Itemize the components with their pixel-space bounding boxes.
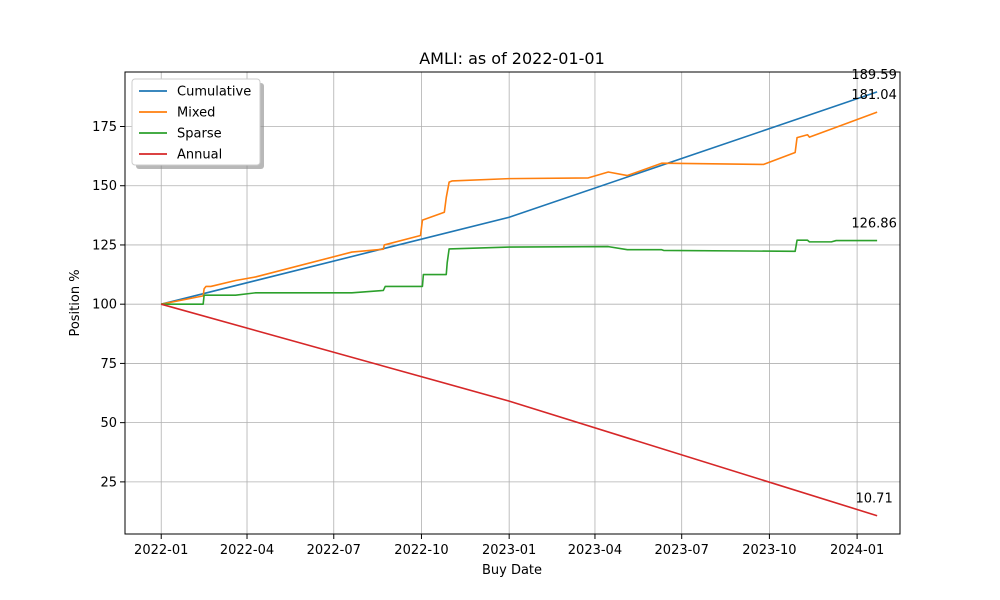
x-tick-label: 2023-10: [742, 543, 796, 558]
y-axis-label: Position %: [68, 269, 83, 336]
series-line-annual: [161, 303, 878, 517]
y-tick-label: 125: [92, 238, 117, 253]
y-tick-label: 175: [92, 120, 117, 135]
legend-items: Cumulative Mixed Sparse Annual: [139, 85, 251, 163]
x-axis-label: Buy Date: [482, 563, 542, 578]
value-annotation: 10.71: [856, 492, 893, 507]
x-tick-label: 2023-07: [655, 543, 709, 558]
y-tick-label: 150: [92, 179, 117, 194]
series-line-cumulative: [161, 91, 878, 305]
x-tick-label: 2023-04: [568, 543, 622, 558]
x-tick-label: 2022-10: [394, 543, 448, 558]
series-layer: [161, 91, 878, 517]
x-tick-label: 2023-01: [482, 543, 536, 558]
x-tick-label: 2024-01: [830, 543, 884, 558]
x-tick-label: 2022-04: [220, 543, 274, 558]
plot-frame: [124, 71, 901, 535]
legend-label-mixed: Mixed: [177, 106, 215, 121]
x-tick-label: 2022-07: [307, 543, 361, 558]
y-tick-label: 25: [100, 475, 117, 490]
tick-layer: 2022-01 2022-04 2022-07 2022-10 2023-01 2023-…: [92, 120, 884, 558]
legend-label-sparse: Sparse: [177, 127, 222, 142]
chart-title: AMLI: as of 2022-01-01: [419, 49, 605, 68]
y-tick-label: 100: [92, 298, 117, 313]
x-tick-label: 2022-01: [134, 543, 188, 558]
y-tick-label: 75: [100, 357, 117, 372]
series-line-sparse: [161, 239, 878, 305]
annotation-layer: 189.59 181.04 126.86 10.71: [851, 68, 897, 507]
value-annotation: 189.59: [851, 68, 897, 83]
legend: Cumulative Mixed Sparse Annual: [131, 78, 264, 169]
legend-box: [131, 78, 261, 166]
value-annotation: 126.86: [851, 217, 897, 232]
legend-label-annual: Annual: [177, 148, 222, 163]
y-tick-label: 50: [100, 416, 117, 431]
legend-label-cumulative: Cumulative: [177, 85, 251, 100]
value-annotation: 181.04: [851, 88, 897, 103]
series-line-mixed: [161, 111, 878, 305]
